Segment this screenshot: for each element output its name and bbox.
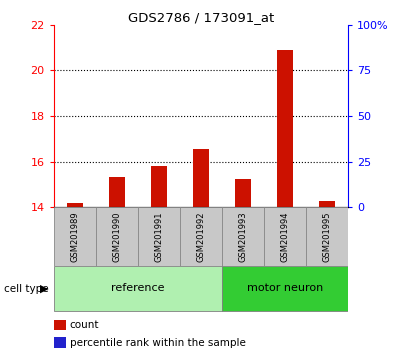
Text: GSM201992: GSM201992 <box>197 211 205 262</box>
Bar <box>235 179 251 207</box>
Bar <box>151 166 167 207</box>
Bar <box>54 267 222 310</box>
Text: GSM201991: GSM201991 <box>154 211 164 262</box>
Text: GSM201993: GSM201993 <box>238 211 248 262</box>
Bar <box>193 149 209 207</box>
Text: count: count <box>70 320 99 330</box>
Text: ▶: ▶ <box>40 284 48 293</box>
Text: GSM201994: GSM201994 <box>281 211 290 262</box>
Bar <box>180 207 222 266</box>
Bar <box>96 207 138 266</box>
Bar <box>264 207 306 266</box>
Text: motor neuron: motor neuron <box>247 282 323 293</box>
Bar <box>67 202 83 207</box>
Text: percentile rank within the sample: percentile rank within the sample <box>70 338 246 348</box>
Text: GSM201989: GSM201989 <box>70 211 79 262</box>
Text: GSM201990: GSM201990 <box>112 211 121 262</box>
Bar <box>109 177 125 207</box>
Bar <box>306 207 348 266</box>
Bar <box>138 207 180 266</box>
Bar <box>319 201 335 207</box>
Title: GDS2786 / 173091_at: GDS2786 / 173091_at <box>128 11 274 24</box>
Bar <box>281 206 290 207</box>
Bar <box>222 207 264 266</box>
Bar <box>222 267 348 310</box>
Bar <box>54 207 96 266</box>
Text: GSM201995: GSM201995 <box>323 211 332 262</box>
Text: cell type: cell type <box>4 284 49 293</box>
Bar <box>277 50 293 207</box>
Text: reference: reference <box>111 282 165 293</box>
